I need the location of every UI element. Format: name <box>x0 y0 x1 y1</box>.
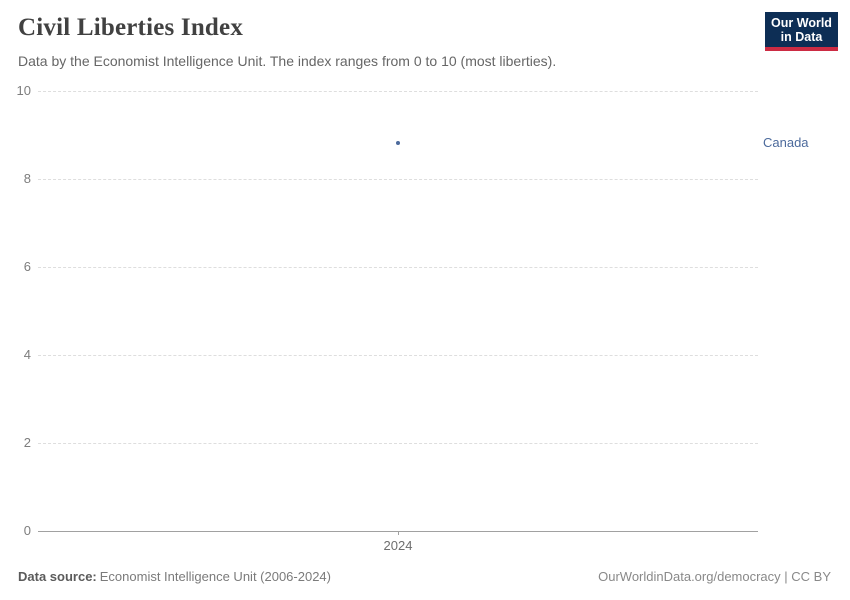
footer-data-source: Data source: Economist Intelligence Unit … <box>18 569 331 585</box>
y-gridline <box>38 178 758 180</box>
chart-subtitle: Data by the Economist Intelligence Unit.… <box>18 53 557 69</box>
y-tick-label: 0 <box>23 523 31 538</box>
y-tick-label: 10 <box>16 83 31 98</box>
data-source-value: Economist Intelligence Unit (2006-2024) <box>99 569 331 584</box>
y-gridline <box>38 90 758 92</box>
footer-license-link[interactable]: OurWorldinData.org/democracy | CC BY <box>598 569 831 584</box>
owid-logo-line1: Our World <box>771 15 832 30</box>
entity-label[interactable]: Canada <box>763 134 809 150</box>
x-tick-mark <box>397 531 399 535</box>
y-gridline <box>38 266 758 268</box>
owid-logo[interactable]: Our World in Data <box>765 12 838 51</box>
owid-logo-line2: in Data <box>780 29 823 44</box>
y-tick-label: 6 <box>23 259 31 274</box>
y-gridline <box>38 354 758 356</box>
y-tick-label: 2 <box>23 435 31 450</box>
chart-title: Civil Liberties Index <box>18 14 244 41</box>
y-gridline <box>38 442 758 444</box>
y-tick-label: 4 <box>23 347 31 362</box>
data-source-label: Data source: <box>18 569 97 584</box>
y-tick-label: 8 <box>23 171 31 186</box>
x-tick-label: 2024 <box>383 538 413 553</box>
data-point-canada[interactable] <box>396 140 400 145</box>
